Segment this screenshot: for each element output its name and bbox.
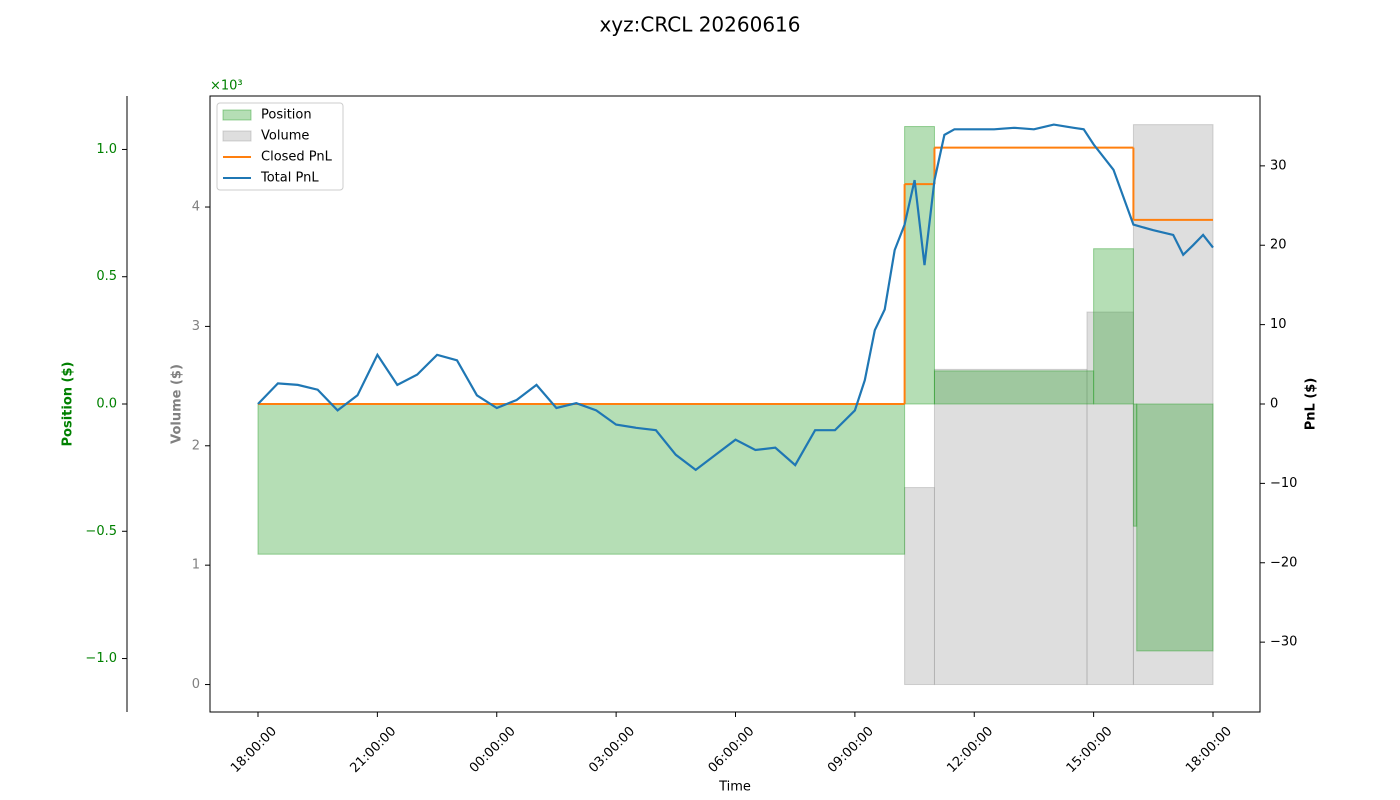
x-axis-label: Time xyxy=(718,780,751,795)
area-step xyxy=(1136,403,1214,652)
legend-box xyxy=(216,102,344,191)
y2ticks-label: 0 xyxy=(1270,397,1278,412)
y2ticks-label: −20 xyxy=(1270,555,1297,570)
x-tick-label: 00:00:00 xyxy=(467,724,519,776)
volume-offset-label: ×10³ xyxy=(210,79,243,94)
x-tick-label: 12:00:00 xyxy=(944,724,996,776)
x-tick-label: 03:00:00 xyxy=(586,724,638,776)
area-step xyxy=(933,370,1095,405)
y3ticks-label: 0 xyxy=(192,677,200,692)
area-step xyxy=(1132,403,1138,527)
yticks-label: −1.0 xyxy=(85,651,117,666)
volume-axis-label: Volume ($) xyxy=(170,364,185,444)
legend-label: Total PnL xyxy=(260,171,319,186)
x-tick-label: 15:00:00 xyxy=(1064,724,1116,776)
area-step xyxy=(1132,124,1214,686)
y2ticks-label: 10 xyxy=(1270,317,1287,332)
yticks-label: −0.5 xyxy=(85,524,117,539)
yticks-label: 0.5 xyxy=(96,269,117,284)
y2ticks-label: −10 xyxy=(1270,476,1297,491)
pnl-axis-label: PnL ($) xyxy=(1304,378,1319,431)
legend-label: Volume xyxy=(261,129,309,144)
x-tick-label: 18:00:00 xyxy=(228,724,280,776)
legend-swatch xyxy=(222,130,252,142)
area-step xyxy=(1093,248,1134,405)
area-step xyxy=(257,403,906,555)
chart-title: xyz:CRCL 20260616 xyxy=(599,13,800,37)
area-step xyxy=(933,368,1088,686)
legend-swatch xyxy=(222,109,252,121)
pnl-line xyxy=(257,123,1214,472)
area-step xyxy=(904,126,935,405)
y2ticks-label: 20 xyxy=(1270,238,1287,253)
yticks-label: 0.0 xyxy=(96,397,117,412)
x-tick-label: 09:00:00 xyxy=(825,724,877,776)
yticks-label: 1.0 xyxy=(96,142,117,157)
legend-label: Position xyxy=(261,108,312,123)
area-step xyxy=(904,487,935,686)
y2ticks-label: −30 xyxy=(1270,635,1297,650)
y3ticks-label: 1 xyxy=(192,558,200,573)
area-step xyxy=(1086,311,1134,686)
x-tick-label: 18:00:00 xyxy=(1183,724,1235,776)
x-tick-label: 21:00:00 xyxy=(347,724,399,776)
y2ticks-label: 30 xyxy=(1270,158,1287,173)
y-axis-label: Position ($) xyxy=(61,362,76,447)
legend-label: Closed PnL xyxy=(261,150,333,165)
y3ticks-label: 4 xyxy=(192,200,200,215)
y3ticks-label: 2 xyxy=(192,438,200,453)
x-tick-label: 06:00:00 xyxy=(706,724,758,776)
y3ticks-label: 3 xyxy=(192,319,200,334)
